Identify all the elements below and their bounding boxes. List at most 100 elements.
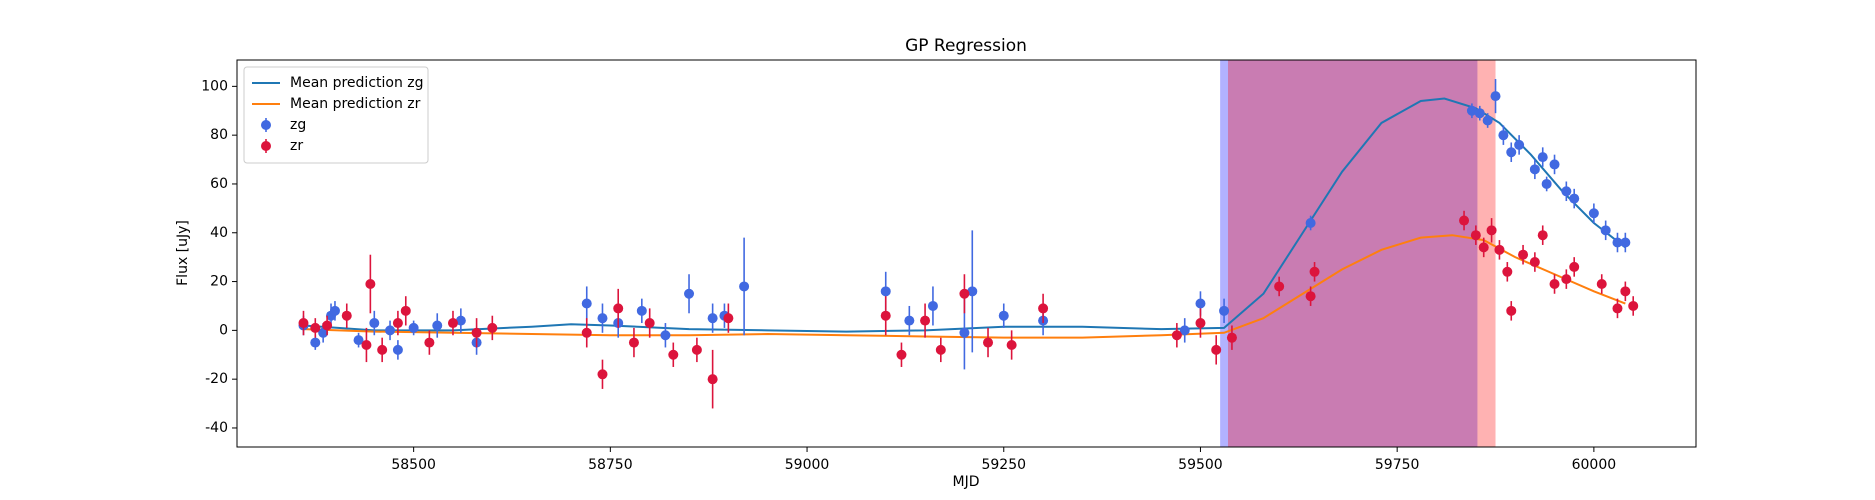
- data-point: [935, 344, 946, 355]
- data-point: [1038, 303, 1049, 314]
- data-point: [1529, 164, 1540, 175]
- x-tick-label: 58500: [391, 457, 436, 473]
- data-point: [1561, 274, 1572, 285]
- data-point: [1219, 305, 1230, 316]
- data-point: [707, 313, 718, 324]
- plot-area: [298, 60, 1639, 447]
- x-tick-label: 60000: [1572, 457, 1617, 473]
- plot-frame: [236, 59, 1697, 448]
- data-point: [400, 305, 411, 316]
- data-point: [1305, 291, 1316, 302]
- data-point: [318, 327, 329, 338]
- data-point: [581, 298, 592, 309]
- data-point: [1474, 108, 1485, 119]
- x-tick-label: 59250: [981, 457, 1026, 473]
- legend-label: zr: [290, 138, 303, 154]
- data-point: [1506, 147, 1517, 158]
- data-point: [1612, 237, 1623, 248]
- data-point: [361, 340, 372, 351]
- mean-line: [303, 234, 1626, 339]
- data-point: [927, 300, 938, 311]
- data-point: [684, 288, 695, 299]
- data-point: [613, 303, 624, 314]
- y-tick-label: 40: [210, 225, 228, 241]
- data-point: [920, 315, 931, 326]
- y-axis-label: Flux [uJy]: [175, 220, 191, 286]
- data-point: [739, 281, 750, 292]
- data-point: [310, 322, 321, 333]
- y-tick-label: 0: [219, 322, 228, 338]
- data-point: [1588, 208, 1599, 219]
- legend-marker: [261, 141, 271, 151]
- data-point: [880, 286, 891, 297]
- data-point: [471, 327, 482, 338]
- y-tick-label: 20: [210, 274, 228, 290]
- y-tick-label: -40: [205, 420, 228, 436]
- data-point: [1529, 257, 1540, 268]
- data-point: [1171, 330, 1182, 341]
- data-point: [896, 349, 907, 360]
- chart-title: GP Regression: [905, 36, 1027, 56]
- data-point: [1537, 152, 1548, 163]
- data-point: [1541, 178, 1552, 189]
- data-point: [392, 318, 403, 329]
- data-point: [377, 344, 388, 355]
- x-tick-label: 58750: [588, 457, 633, 473]
- data-point: [1179, 325, 1190, 336]
- data-point: [660, 330, 671, 341]
- data-point: [959, 288, 970, 299]
- data-point: [1470, 230, 1481, 241]
- data-point: [1309, 266, 1320, 277]
- data-point: [455, 315, 466, 326]
- data-point: [310, 337, 321, 348]
- data-point: [487, 322, 498, 333]
- data-point: [723, 313, 734, 324]
- data-point: [983, 337, 994, 348]
- data-point: [707, 374, 718, 385]
- data-point: [1478, 242, 1489, 253]
- legend-label: Mean prediction zg: [290, 75, 424, 91]
- data-point: [581, 327, 592, 338]
- data-point: [1305, 217, 1316, 228]
- data-point: [1596, 279, 1607, 290]
- x-tick-label: 59750: [1375, 457, 1420, 473]
- data-point: [1195, 318, 1206, 329]
- data-point: [392, 344, 403, 355]
- data-point: [369, 318, 380, 329]
- x-tick-label: 59000: [785, 457, 830, 473]
- data-point: [904, 315, 915, 326]
- data-point: [424, 337, 435, 348]
- legend-label: Mean prediction zr: [290, 96, 421, 112]
- data-point: [998, 310, 1009, 321]
- y-tick-label: 100: [201, 78, 228, 94]
- data-point: [365, 279, 376, 290]
- legend-box: [243, 66, 429, 164]
- data-point: [1195, 298, 1206, 309]
- data-point: [1490, 91, 1501, 102]
- legend-marker: [261, 120, 271, 130]
- data-point: [628, 337, 639, 348]
- data-point: [597, 313, 608, 324]
- y-tick-label: 80: [210, 127, 228, 143]
- data-point: [1226, 332, 1237, 343]
- data-point: [408, 322, 419, 333]
- x-axis-label: MJD: [953, 474, 980, 490]
- data-point: [1482, 115, 1493, 126]
- data-point: [1274, 281, 1285, 292]
- shaded-span: [1220, 60, 1478, 447]
- x-tick-label: 59500: [1178, 457, 1223, 473]
- data-point: [1549, 159, 1560, 170]
- data-point: [353, 335, 364, 346]
- data-point: [644, 318, 655, 329]
- data-point: [636, 305, 647, 316]
- data-point: [1486, 225, 1497, 236]
- data-point: [1549, 279, 1560, 290]
- data-point: [959, 327, 970, 338]
- data-point: [1514, 139, 1525, 150]
- data-point: [1620, 237, 1631, 248]
- data-point: [298, 318, 309, 329]
- data-point: [322, 320, 333, 331]
- legend-label: zg: [290, 117, 306, 133]
- y-tick-label: 60: [210, 176, 228, 192]
